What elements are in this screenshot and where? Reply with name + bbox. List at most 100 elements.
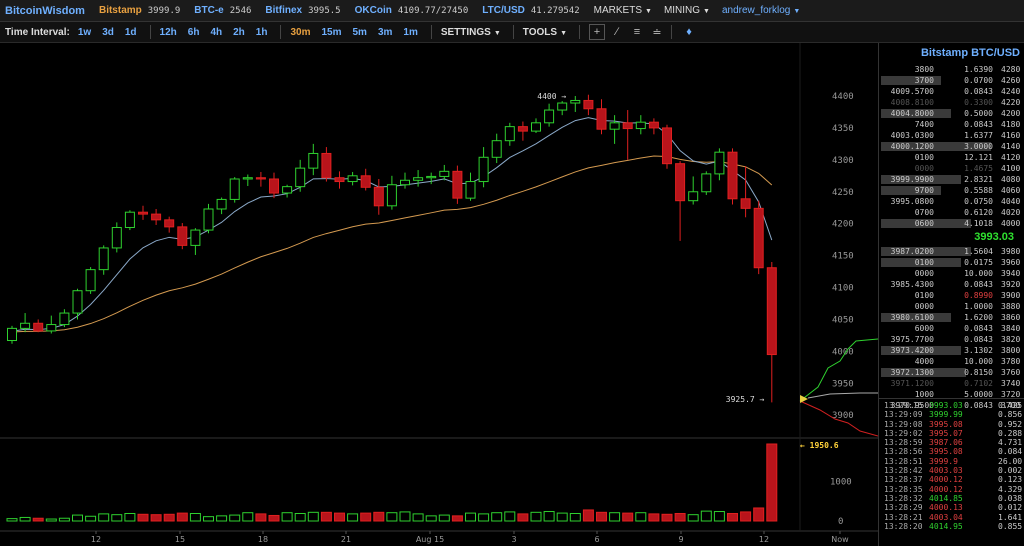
candle-up xyxy=(72,290,83,314)
order-level: 4040 xyxy=(1001,197,1021,206)
volume-bar-up xyxy=(425,515,437,522)
ticker-okcoin[interactable]: OKCoin 4109.77/27450 xyxy=(355,5,469,16)
bell-icon[interactable]: ♦ xyxy=(686,26,692,38)
order-book-row: 0100 12.121 4120 xyxy=(879,152,1024,163)
candle-up xyxy=(400,179,410,186)
interval-4h[interactable]: 4h xyxy=(210,26,223,38)
order-book-title: Bitstamp BTC/USD xyxy=(920,47,1020,59)
order-book-depth-bar xyxy=(881,313,951,322)
order-price: 3980.6100 xyxy=(890,313,934,322)
order-price: 3972.1300 xyxy=(890,368,934,377)
order-level: 4260 xyxy=(1001,76,1021,85)
candle-up xyxy=(85,269,96,292)
volume-bar-up xyxy=(189,512,201,522)
settings-menu[interactable]: SETTINGS ▼ xyxy=(441,27,501,38)
trade-price: 4003.04 xyxy=(929,512,963,522)
interval-3d[interactable]: 3d xyxy=(102,26,114,38)
order-amount: 1.6390 xyxy=(964,65,993,74)
draw-line-icon[interactable]: ∕ xyxy=(616,26,618,38)
volume-bar-down xyxy=(150,514,162,522)
candle-up xyxy=(609,122,620,130)
candle-up xyxy=(544,109,555,124)
order-level: 4160 xyxy=(1001,131,1021,140)
horizontal-lines-icon[interactable]: ≡ xyxy=(633,26,641,38)
trade-amount: 4.329 xyxy=(998,484,1023,494)
volume-bar-up xyxy=(412,513,424,522)
trade-row: 13:28:56 3995.08 0.084 xyxy=(878,447,1024,456)
candle-down xyxy=(269,178,279,194)
order-amount: 0.5588 xyxy=(964,186,993,195)
trade-price: 3993.03 xyxy=(929,401,963,410)
low-annotation: 3925.7 → xyxy=(726,395,765,404)
brand-logo[interactable]: BitcoinWisdom xyxy=(5,4,85,17)
order-book-depth-bar xyxy=(881,109,951,118)
interval-1m[interactable]: 1m xyxy=(403,26,418,38)
fibonacci-icon[interactable]: ≐ xyxy=(652,26,662,39)
crosshair-icon[interactable]: + xyxy=(589,24,605,40)
order-level: 3880 xyxy=(1001,302,1021,311)
order-price: 3999.9900 xyxy=(890,175,934,184)
x-axis-tick-label: 12 xyxy=(759,535,769,544)
order-amount: 10.000 xyxy=(964,269,993,278)
trade-amount: 0.288 xyxy=(998,428,1023,438)
interval-2h[interactable]: 2h xyxy=(233,26,245,38)
interval-1w[interactable]: 1w xyxy=(77,26,92,38)
interval-1d[interactable]: 1d xyxy=(124,26,137,38)
x-axis-tick-label: 15 xyxy=(175,535,185,544)
trade-price: 4000.13 xyxy=(929,503,963,513)
trade-price: 3995.08 xyxy=(929,447,963,457)
price-axis-label: 4150 xyxy=(832,252,854,262)
mining-menu[interactable]: MINING ▼ xyxy=(664,5,710,16)
candle-down xyxy=(675,163,686,202)
chevron-down-icon: ▼ xyxy=(645,8,652,15)
tools-label: TOOLS xyxy=(522,26,558,38)
order-price: 3800 xyxy=(914,65,934,74)
depth-ask-line xyxy=(799,400,878,437)
trade-time: 13:28:51 xyxy=(884,456,923,466)
ticker-btce[interactable]: BTC-e 2546 xyxy=(194,5,251,16)
order-price: 3970.9500 xyxy=(890,401,934,410)
ticker-bitfinex[interactable]: Bitfinex 3995.5 xyxy=(265,5,340,16)
candles-group xyxy=(6,94,778,522)
price-chart[interactable]: 4400 4350 4300 4250 4200 4150 4100 4050 4000 3950… xyxy=(0,43,878,546)
candle-up xyxy=(491,140,502,158)
interval-30m[interactable]: 30m xyxy=(290,26,311,38)
user-menu[interactable]: andrew_forklog ▼ xyxy=(722,5,800,16)
x-axis-tick-label: 3 xyxy=(511,535,516,544)
order-price: 0000 xyxy=(914,269,934,278)
order-price: 6000 xyxy=(914,324,934,333)
volume-bar-down xyxy=(674,512,686,522)
candle-up xyxy=(386,184,397,207)
interval-6h[interactable]: 6h xyxy=(187,26,200,38)
volume-bar-down xyxy=(176,512,188,522)
candle-up xyxy=(413,177,424,181)
ticker-price: 41.279542 xyxy=(530,5,580,16)
volume-bar-up xyxy=(713,511,725,522)
trade-row: 13:28:35 4000.12 4.329 xyxy=(878,485,1024,494)
volume-bar-down xyxy=(137,513,149,522)
volume-bar-down xyxy=(255,513,267,522)
candle-down xyxy=(622,122,633,130)
ticker-bitstamp[interactable]: Bitstamp 3999.9 xyxy=(99,5,180,16)
trade-time: 13:28:20 xyxy=(884,521,923,531)
interval-15m[interactable]: 15m xyxy=(321,26,342,38)
interval-5m[interactable]: 5m xyxy=(352,26,367,38)
interval-1h[interactable]: 1h xyxy=(255,26,268,38)
interval-12h[interactable]: 12h xyxy=(159,26,177,38)
order-amount: 0.0750 xyxy=(964,197,993,206)
trade-row: 13:28:51 3999.9 26.00 xyxy=(878,457,1024,466)
order-price: 0100 xyxy=(914,153,934,162)
tools-menu[interactable]: TOOLS ▼ xyxy=(523,27,567,38)
trade-amount: 26.00 xyxy=(998,456,1023,466)
order-price: 3700 xyxy=(914,76,934,85)
markets-menu[interactable]: MARKETS ▼ xyxy=(594,5,652,16)
trade-time: 13:29:09 xyxy=(884,410,923,420)
ticker-ltcusd[interactable]: LTC/USD 41.279542 xyxy=(482,5,579,16)
x-axis-tick-label: 18 xyxy=(258,535,268,544)
trade-amount: 0.012 xyxy=(998,503,1023,513)
trade-time: 13:28:21 xyxy=(884,512,923,522)
interval-3m[interactable]: 3m xyxy=(377,26,393,38)
candle-up xyxy=(216,198,227,210)
ticker-name: OKCoin xyxy=(354,5,392,16)
order-book-row: 3970.9500 0.0843 3700 xyxy=(879,400,1024,411)
